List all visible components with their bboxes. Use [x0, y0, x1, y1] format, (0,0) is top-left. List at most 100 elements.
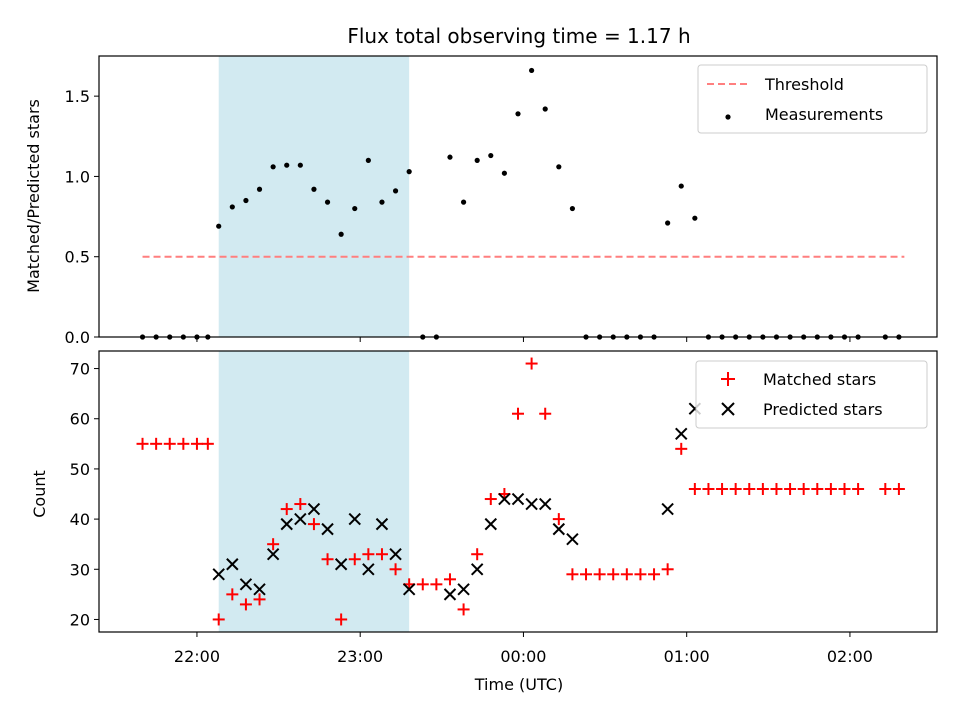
ratio-y-tick-label: 0.0	[65, 328, 90, 347]
predicted-star-point	[294, 512, 307, 526]
legend-predicted-swatch	[721, 402, 735, 416]
measurement-point	[297, 162, 303, 168]
measurement-point	[311, 186, 317, 192]
matched-star-point	[294, 498, 307, 511]
measurement-point	[392, 188, 399, 194]
matched-star-point	[525, 357, 538, 370]
matched-star-point	[253, 593, 266, 606]
predicted-star-point	[239, 578, 253, 591]
matched-star-point	[593, 568, 606, 581]
matched-star-point	[177, 437, 190, 450]
matched-star-point	[743, 482, 756, 495]
measurement-point	[216, 223, 222, 229]
chart-title: Flux total observing time = 1.17 h	[347, 24, 690, 48]
matched-star-point	[375, 548, 388, 561]
measurement-point	[338, 231, 344, 237]
count-x-tick-label: 01:00	[664, 647, 710, 666]
predicted-star-point	[266, 548, 280, 561]
matched-star-point	[892, 482, 905, 495]
predicted-star-point	[552, 522, 566, 536]
matched-star-point	[797, 482, 810, 495]
measurement-point	[529, 67, 535, 74]
matched-star-point	[362, 548, 375, 561]
matched-star-point	[226, 588, 239, 601]
count-y-tick-label: 40	[70, 510, 90, 529]
observing-window-shade	[218, 351, 410, 632]
predicted-star-point	[525, 497, 538, 511]
measurement-point	[243, 197, 249, 204]
predicted-star-point	[321, 522, 334, 536]
matched-star-point	[471, 548, 484, 561]
matched-star-point	[389, 563, 402, 576]
count-y-tick-label: 60	[70, 410, 90, 429]
matched-star-point	[539, 407, 552, 420]
predicted-star-point	[253, 583, 266, 596]
predicted-star-point	[375, 517, 389, 531]
count-x-tick-label: 23:00	[337, 647, 383, 666]
matched-star-point	[580, 568, 593, 581]
matched-star-point	[190, 437, 203, 450]
measurement-point	[692, 215, 698, 221]
matched-star-point	[566, 568, 579, 581]
matched-star-point	[702, 482, 715, 495]
count-x-tick-label: 00:00	[500, 647, 546, 666]
predicted-star-point	[334, 558, 348, 571]
ratio-panel: 0.0 0.5 1.0 1.5 Matched/Predicted stars Thr…	[24, 55, 938, 347]
predicted-star-point	[212, 568, 225, 581]
measurement-point	[365, 157, 371, 163]
matched-star-point	[212, 613, 225, 626]
measurement-point	[678, 183, 684, 189]
predicted-star-point	[402, 583, 416, 596]
matched-star-point	[150, 437, 163, 450]
predicted-star-point	[470, 563, 484, 576]
matched-star-point	[163, 437, 176, 450]
predicted-star-point	[675, 427, 688, 441]
matched-star-point	[239, 598, 252, 611]
matched-star-point	[811, 482, 824, 495]
count-x-tick-label: 22:00	[174, 647, 220, 666]
measurement-point	[256, 186, 263, 192]
count-legend-box	[695, 360, 928, 429]
measurement-point	[665, 220, 671, 226]
matched-star-point	[136, 437, 149, 450]
count-y-tick-label: 50	[70, 460, 90, 479]
measurement-point	[501, 170, 507, 176]
matched-star-point	[430, 578, 443, 591]
legend-matched-label: Matched stars	[763, 370, 876, 389]
matched-star-point	[201, 437, 214, 450]
measurement-point	[270, 164, 276, 170]
predicted-star-point	[566, 532, 579, 546]
ratio-legend-box	[697, 64, 928, 134]
matched-star-point	[607, 568, 620, 581]
count-y-axis-label: Count	[30, 470, 49, 518]
observing-window-shade	[218, 56, 410, 337]
measurement-point	[406, 169, 412, 175]
ratio-panel-frame	[98, 55, 938, 338]
measurement-point	[379, 199, 385, 205]
legend-measurements-label: Measurements	[765, 105, 883, 124]
ratio-y-tick-label: 1.5	[65, 87, 90, 106]
predicted-star-point	[389, 548, 402, 561]
matched-star-point	[824, 482, 837, 495]
matched-star-point	[335, 613, 348, 626]
legend-measurements-swatch	[725, 114, 731, 120]
measurement-point	[284, 162, 290, 168]
count-panel-frame	[98, 350, 938, 633]
matched-star-point	[770, 482, 783, 495]
matched-star-point	[552, 513, 565, 526]
matched-star-point	[852, 482, 865, 495]
measurement-point	[474, 157, 480, 163]
count-panel: 20 30 40 50 60 70 22:00 23:00 00:00 01:00 02:00 C…	[30, 350, 938, 694]
matched-star-point	[661, 563, 674, 576]
measurement-point	[352, 205, 358, 212]
matched-star-point	[348, 553, 361, 566]
predicted-star-point	[661, 502, 674, 516]
predicted-star-point	[484, 517, 497, 531]
matched-star-point	[756, 482, 769, 495]
ratio-y-tick-label: 1.0	[65, 167, 90, 186]
measurement-point	[229, 204, 235, 210]
matched-star-point	[321, 553, 334, 566]
matched-star-point	[675, 442, 688, 455]
measurement-point	[460, 199, 467, 205]
